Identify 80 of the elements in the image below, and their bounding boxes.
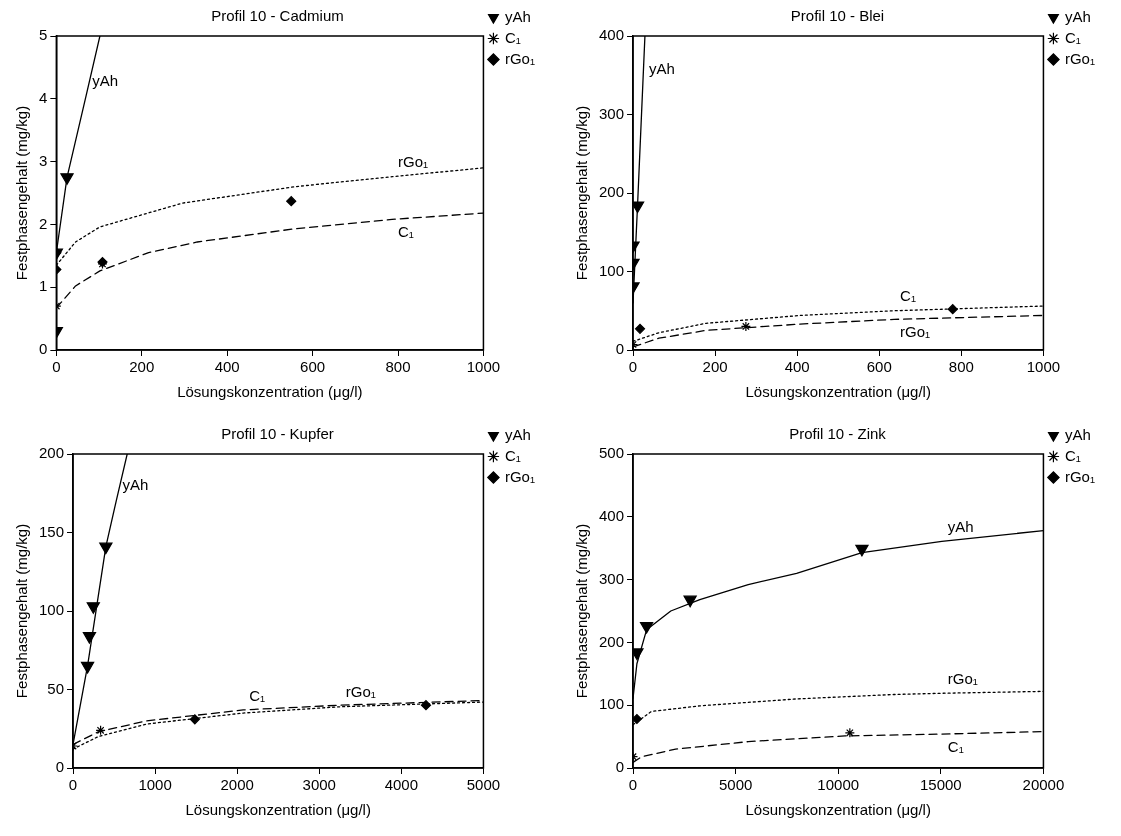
chart-title: Profil 10 - Blei <box>790 7 885 25</box>
legend-label: C₁ <box>1064 446 1081 464</box>
x-tick-label: 15000 <box>919 776 962 794</box>
y-tick-label: 400 <box>599 26 625 44</box>
y-tick-label: 300 <box>599 569 625 587</box>
legend-label: C₁ <box>504 28 521 46</box>
y-axis-title: Festphasengehalt (mg/kg) <box>13 523 31 699</box>
y-tick-label: 3 <box>39 151 48 169</box>
x-tick-label: 0 <box>628 358 638 376</box>
y-tick-label: 0 <box>615 340 625 358</box>
y-tick-label: 300 <box>599 104 625 122</box>
y-tick-label: 0 <box>55 758 65 776</box>
y-tick-label: 100 <box>599 695 625 713</box>
chart-title: Profil 10 - Cadmium <box>211 7 344 25</box>
y-tick-label: 50 <box>47 679 65 697</box>
x-tick-label: 200 <box>702 358 728 376</box>
annotation: rGo₁ <box>900 323 931 341</box>
annotation: yAh <box>947 517 974 535</box>
x-tick-label: 600 <box>866 358 892 376</box>
legend-label: C₁ <box>1064 28 1081 46</box>
y-tick-label: 200 <box>39 444 65 462</box>
chart-title: Profil 10 - Zink <box>789 425 887 443</box>
legend-label: rGo₁ <box>1064 49 1096 67</box>
y-tick-label: 200 <box>599 183 625 201</box>
annotation: yAh <box>92 71 119 89</box>
x-tick-label: 1000 <box>1026 358 1061 376</box>
y-tick-label: 5 <box>39 26 48 44</box>
annotation: yAh <box>122 476 149 494</box>
y-tick-label: 0 <box>39 340 48 358</box>
x-tick-label: 5000 <box>466 776 501 794</box>
x-tick-label: 200 <box>129 358 155 376</box>
x-tick-label: 4000 <box>384 776 419 794</box>
y-tick-label: 1 <box>39 277 48 295</box>
x-tick-label: 5000 <box>718 776 753 794</box>
legend-label: rGo₁ <box>504 49 536 67</box>
chart-title: Profil 10 - Kupfer <box>221 425 334 443</box>
x-tick-label: 800 <box>948 358 974 376</box>
y-tick-label: 400 <box>599 506 625 524</box>
legend-label: yAh <box>504 425 531 443</box>
annotation: yAh <box>648 59 675 77</box>
annotation: rGo₁ <box>345 683 376 701</box>
x-tick-label: 20000 <box>1022 776 1065 794</box>
annotation: C₁ <box>947 737 964 755</box>
legend-label: C₁ <box>504 446 521 464</box>
legend-label: yAh <box>504 7 531 25</box>
x-tick-label: 400 <box>214 358 240 376</box>
x-tick-label: 1000 <box>138 776 172 794</box>
y-tick-label: 500 <box>599 444 625 462</box>
x-axis-title: Lösungskonzentration (μg/l) <box>185 801 371 819</box>
y-tick-label: 200 <box>599 632 625 650</box>
y-tick-label: 2 <box>39 214 48 232</box>
x-tick-label: 3000 <box>302 776 336 794</box>
annotation: C₁ <box>398 223 414 241</box>
x-tick-label: 0 <box>628 776 638 794</box>
annotation: C₁ <box>249 686 266 704</box>
x-tick-label: 1000 <box>466 358 501 376</box>
x-tick-label: 0 <box>68 776 78 794</box>
y-tick-label: 150 <box>39 522 65 540</box>
x-axis-title: Lösungskonzentration (μg/l) <box>177 383 363 401</box>
x-tick-label: 2000 <box>220 776 254 794</box>
legend-label: rGo₁ <box>1064 467 1096 485</box>
x-tick-label: 400 <box>784 358 810 376</box>
annotation: rGo₁ <box>398 153 429 171</box>
y-tick-label: 4 <box>39 88 48 106</box>
y-tick-label: 100 <box>599 261 625 279</box>
legend-label: rGo₁ <box>504 467 536 485</box>
legend-label: yAh <box>1064 7 1091 25</box>
y-axis-title: Festphasengehalt (mg/kg) <box>573 523 591 699</box>
x-tick-label: 600 <box>300 358 326 376</box>
x-axis-title: Lösungskonzentration (μg/l) <box>745 801 931 819</box>
annotation: rGo₁ <box>947 669 978 687</box>
x-axis-title: Lösungskonzentration (μg/l) <box>745 383 931 401</box>
x-tick-label: 10000 <box>817 776 860 794</box>
legend-label: yAh <box>1064 425 1091 443</box>
y-tick-label: 0 <box>615 758 625 776</box>
annotation: C₁ <box>900 287 916 305</box>
x-tick-label: 800 <box>385 358 411 376</box>
y-axis-title: Festphasengehalt (mg/kg) <box>573 105 591 281</box>
y-axis-title: Festphasengehalt (mg/kg) <box>13 105 31 281</box>
y-tick-label: 100 <box>39 601 65 619</box>
